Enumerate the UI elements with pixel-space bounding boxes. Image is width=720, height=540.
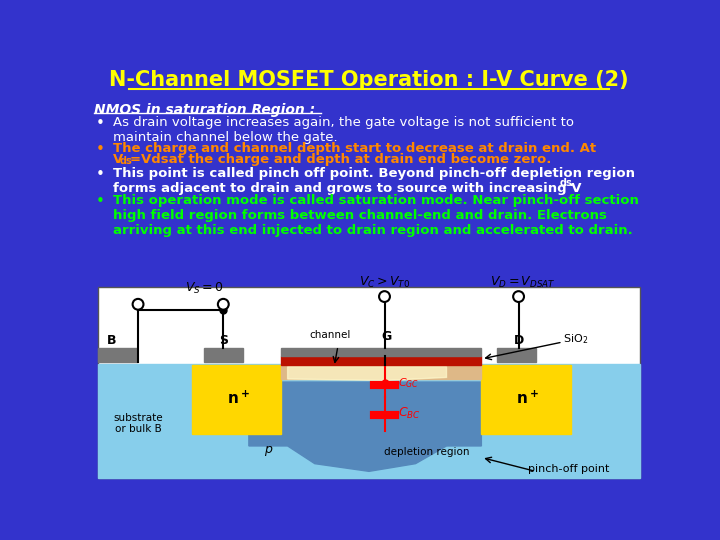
Text: $V_D = V_{DSAT}$: $V_D = V_{DSAT}$ xyxy=(490,274,555,289)
Text: $C_{BC}$: $C_{BC}$ xyxy=(398,406,421,421)
FancyBboxPatch shape xyxy=(98,348,137,362)
Text: •: • xyxy=(96,142,105,157)
Text: As drain voltage increases again, the gate voltage is not sufficient to
maintain: As drain voltage increases again, the ga… xyxy=(113,116,575,144)
Text: pinch-off point: pinch-off point xyxy=(528,464,610,475)
Text: V: V xyxy=(113,153,124,166)
FancyBboxPatch shape xyxy=(98,287,640,478)
Text: substrate
or bulk B: substrate or bulk B xyxy=(113,413,163,435)
FancyBboxPatch shape xyxy=(282,356,482,365)
Text: $\mathbf{n^+}$: $\mathbf{n^+}$ xyxy=(516,389,539,407)
Polygon shape xyxy=(249,382,482,471)
Text: $\mathbf{n^+}$: $\mathbf{n^+}$ xyxy=(228,389,251,407)
Text: D: D xyxy=(513,334,523,347)
Circle shape xyxy=(513,291,524,302)
FancyBboxPatch shape xyxy=(98,363,640,478)
Text: B: B xyxy=(107,334,117,347)
Text: depletion region: depletion region xyxy=(384,447,470,457)
Text: $\mathrm{SiO_2}$: $\mathrm{SiO_2}$ xyxy=(563,332,588,346)
Text: S: S xyxy=(219,334,228,347)
Text: $C_{GC}$: $C_{GC}$ xyxy=(398,377,420,390)
Polygon shape xyxy=(282,365,482,379)
Text: p: p xyxy=(264,443,272,456)
FancyBboxPatch shape xyxy=(482,365,570,434)
FancyBboxPatch shape xyxy=(192,365,282,434)
FancyBboxPatch shape xyxy=(204,348,243,362)
Circle shape xyxy=(132,299,143,309)
Text: •: • xyxy=(96,167,105,182)
Text: •: • xyxy=(96,194,105,209)
FancyBboxPatch shape xyxy=(497,348,536,362)
Text: ds: ds xyxy=(559,178,572,188)
Text: channel: channel xyxy=(310,330,351,340)
Text: This operation mode is called saturation mode. Near pinch-off section
high field: This operation mode is called saturation… xyxy=(113,194,639,237)
Text: NMOS in saturation Region :: NMOS in saturation Region : xyxy=(94,103,315,117)
Text: $V_S = 0$: $V_S = 0$ xyxy=(185,281,224,296)
Text: =Vdsat the charge and depth at drain end become zero.: =Vdsat the charge and depth at drain end… xyxy=(130,153,551,166)
Text: •: • xyxy=(96,116,105,131)
Circle shape xyxy=(218,299,229,309)
Text: .: . xyxy=(569,176,574,188)
Circle shape xyxy=(379,291,390,302)
Text: This point is called pinch off point. Beyond pinch-off depletion region
forms ad: This point is called pinch off point. Be… xyxy=(113,167,635,195)
Text: The charge and channel depth start to decrease at drain end. At: The charge and channel depth start to de… xyxy=(113,142,596,155)
Polygon shape xyxy=(287,367,446,381)
Text: ds: ds xyxy=(120,156,132,166)
FancyBboxPatch shape xyxy=(282,348,482,356)
Text: $V_C > V_{T0}$: $V_C > V_{T0}$ xyxy=(359,274,410,289)
Text: G: G xyxy=(381,330,391,343)
Text: N-Channel MOSFET Operation : I-V Curve (2): N-Channel MOSFET Operation : I-V Curve (… xyxy=(109,70,629,90)
